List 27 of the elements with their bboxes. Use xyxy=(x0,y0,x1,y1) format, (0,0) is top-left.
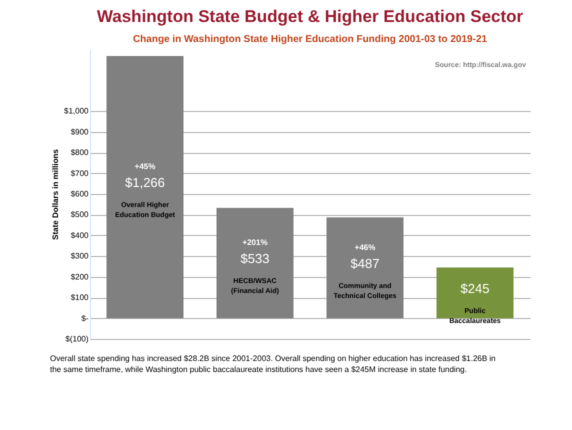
bar xyxy=(216,208,294,318)
y-tick-label: $800 xyxy=(70,148,90,158)
bar xyxy=(436,268,514,318)
y-tick-label: $100 xyxy=(70,293,90,302)
bar xyxy=(106,56,184,318)
y-tick-label: $(100) xyxy=(65,334,89,344)
bar xyxy=(326,217,404,318)
annotation: +201% xyxy=(242,238,268,248)
annotation: +46% xyxy=(354,242,376,252)
data-label: $1,266 xyxy=(125,175,165,190)
y-tick-label: $400 xyxy=(70,230,90,240)
chart-title: Washington State Budget & Higher Education Sector xyxy=(96,7,524,26)
y-tick-label: $900 xyxy=(70,127,90,136)
annotation: +45% xyxy=(134,162,156,172)
y-tick-label: $600 xyxy=(70,190,90,198)
y-tick-label: $500 xyxy=(70,210,90,220)
text: Overall state spending has increased $28.2B since 2001-2003. Overall spending on higher education has increased $1.26B in the same timeframe, while Washington public baccalaureate institutions have seen a $245M increase in state funding. xyxy=(50,354,496,374)
y-tick-label: $200 xyxy=(70,272,90,282)
data-label: $487 xyxy=(350,256,380,271)
y-tick-label: $700 xyxy=(70,168,90,178)
data-label: $533 xyxy=(240,251,270,266)
y-tick-label: $- xyxy=(81,314,89,323)
chart-subtitle: Change in Washington State Higher Education Funding 2001-03 to 2019-21 xyxy=(132,34,488,45)
data-label: $245 xyxy=(460,280,490,296)
y-tick-label: $300 xyxy=(70,252,90,261)
y-tick-label: $1,000 xyxy=(64,106,90,116)
y-axis-title: State Dollars in millions xyxy=(51,148,60,240)
